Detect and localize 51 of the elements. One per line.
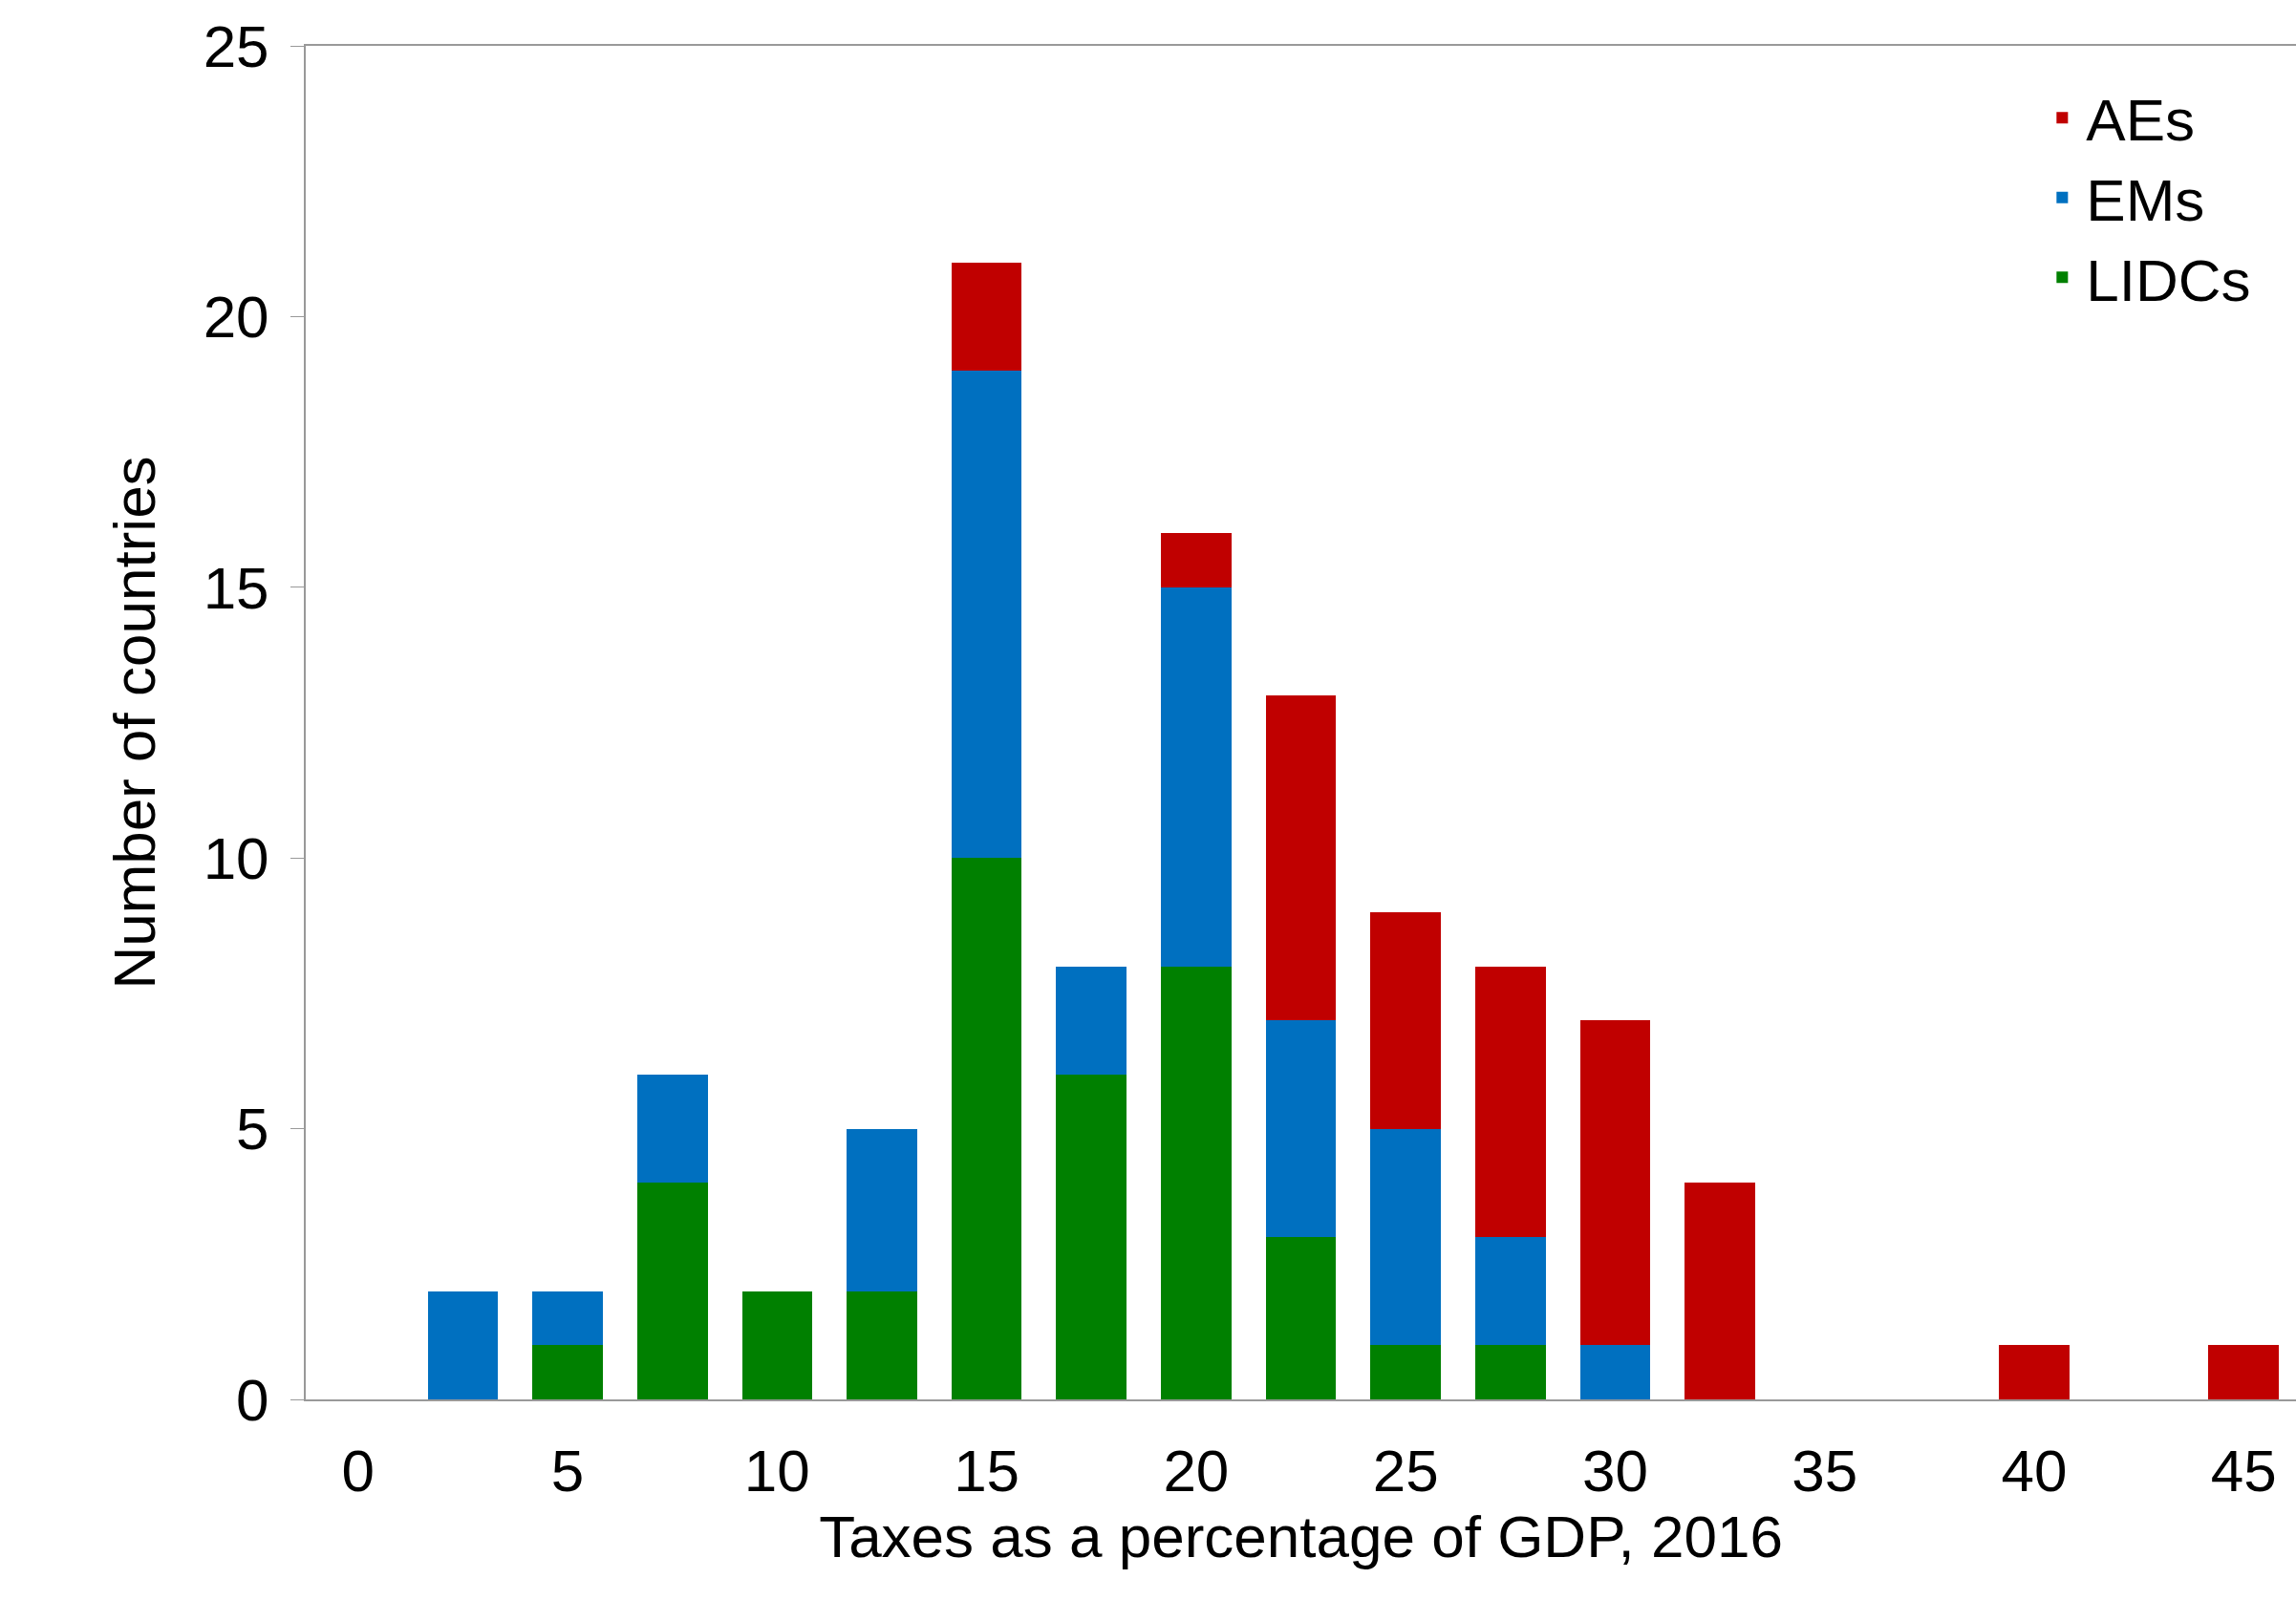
bar xyxy=(1161,533,1232,587)
bar xyxy=(637,1075,708,1183)
y-tick-label: 0 xyxy=(236,1366,269,1433)
x-tick-label: 10 xyxy=(743,1438,810,1504)
bar xyxy=(1370,912,1441,1129)
y-tick-label: 5 xyxy=(236,1096,269,1163)
x-tick-label: 20 xyxy=(1163,1438,1230,1504)
x-tick-label: 25 xyxy=(1372,1438,1439,1504)
bar xyxy=(1161,587,1232,967)
bar xyxy=(1056,1075,1127,1399)
bar xyxy=(1475,1345,1546,1399)
bar xyxy=(532,1345,603,1399)
bar xyxy=(952,371,1021,858)
bar xyxy=(847,1291,917,1399)
bar xyxy=(428,1291,498,1399)
y-axis-title: Number of countries xyxy=(100,456,167,990)
bar xyxy=(952,263,1021,371)
x-tick-label: 5 xyxy=(550,1438,585,1504)
bar xyxy=(1580,1020,1650,1345)
bar xyxy=(847,1129,917,1291)
bar xyxy=(1370,1345,1441,1399)
x-tick-label: 45 xyxy=(2210,1438,2277,1504)
y-tick-label: 25 xyxy=(203,12,269,79)
x-tick-label: 35 xyxy=(1792,1438,1858,1504)
bar xyxy=(1370,1129,1441,1345)
bar xyxy=(1266,1237,1336,1399)
x-tick-label: 15 xyxy=(954,1438,1020,1504)
legend-label: LIDCs xyxy=(2086,246,2251,313)
x-tick-label: 0 xyxy=(341,1438,376,1504)
bar xyxy=(637,1183,708,1399)
y-tick-label: 20 xyxy=(203,284,269,351)
y-tick-label: 10 xyxy=(203,824,269,891)
y-tick-label: 15 xyxy=(203,554,269,621)
bar xyxy=(952,858,1021,1399)
bar xyxy=(2208,1345,2279,1399)
bar xyxy=(1266,695,1336,1020)
bar xyxy=(1999,1345,2070,1399)
x-axis-title: Taxes as a percentage of GDP, 2016 xyxy=(819,1504,1783,1570)
legend-label: EMs xyxy=(2086,166,2205,233)
bar xyxy=(1266,1020,1336,1237)
bar xyxy=(532,1291,603,1345)
bar xyxy=(1684,1183,1755,1399)
legend-label: AEs xyxy=(2086,87,2196,154)
bar xyxy=(1161,967,1232,1399)
x-tick-label: 30 xyxy=(1581,1438,1648,1504)
bar xyxy=(742,1291,812,1399)
bar xyxy=(1475,967,1546,1237)
bar xyxy=(1580,1345,1650,1399)
bar xyxy=(1475,1237,1546,1345)
bar xyxy=(1056,967,1127,1075)
x-tick-label: 40 xyxy=(2001,1438,2068,1504)
